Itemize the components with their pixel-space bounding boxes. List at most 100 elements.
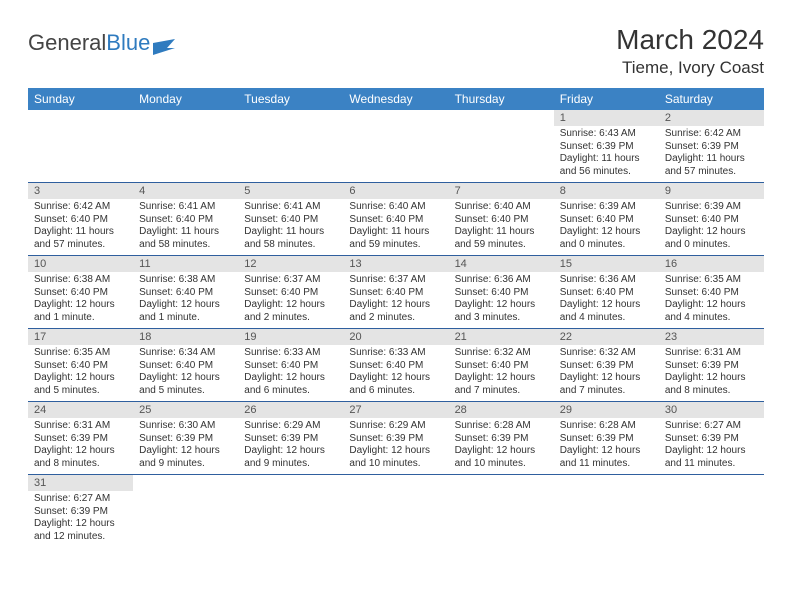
daylight-text: Daylight: 11 hours and 57 minutes. (34, 226, 127, 251)
daylight-text: Daylight: 12 hours and 3 minutes. (455, 299, 548, 324)
sunset-text: Sunset: 6:40 PM (244, 214, 337, 227)
day-number: 9 (659, 183, 764, 199)
sunrise-text: Sunrise: 6:33 AM (349, 347, 442, 360)
daylight-text: Daylight: 12 hours and 8 minutes. (665, 372, 758, 397)
daylight-text: Daylight: 12 hours and 9 minutes. (139, 445, 232, 470)
weekday-header: Tuesday (238, 88, 343, 110)
day-body: Sunrise: 6:40 AMSunset: 6:40 PMDaylight:… (343, 199, 448, 255)
calendar-cell: 21Sunrise: 6:32 AMSunset: 6:40 PMDayligh… (449, 329, 554, 402)
calendar-cell: 23Sunrise: 6:31 AMSunset: 6:39 PMDayligh… (659, 329, 764, 402)
calendar-cell (238, 475, 343, 548)
sunset-text: Sunset: 6:40 PM (349, 214, 442, 227)
day-number: 25 (133, 402, 238, 418)
calendar-cell: 22Sunrise: 6:32 AMSunset: 6:39 PMDayligh… (554, 329, 659, 402)
sunrise-text: Sunrise: 6:32 AM (560, 347, 653, 360)
sunset-text: Sunset: 6:39 PM (560, 141, 653, 154)
daylight-text: Daylight: 11 hours and 58 minutes. (139, 226, 232, 251)
sunrise-text: Sunrise: 6:27 AM (665, 420, 758, 433)
sunset-text: Sunset: 6:40 PM (34, 214, 127, 227)
calendar-cell: 6Sunrise: 6:40 AMSunset: 6:40 PMDaylight… (343, 183, 448, 256)
calendar-cell (343, 475, 448, 548)
calendar-row: 1Sunrise: 6:43 AMSunset: 6:39 PMDaylight… (28, 110, 764, 183)
calendar-cell: 28Sunrise: 6:28 AMSunset: 6:39 PMDayligh… (449, 402, 554, 475)
day-number: 30 (659, 402, 764, 418)
calendar-cell: 9Sunrise: 6:39 AMSunset: 6:40 PMDaylight… (659, 183, 764, 256)
day-body: Sunrise: 6:32 AMSunset: 6:40 PMDaylight:… (449, 345, 554, 401)
weekday-header: Monday (133, 88, 238, 110)
daylight-text: Daylight: 12 hours and 6 minutes. (244, 372, 337, 397)
day-body: Sunrise: 6:39 AMSunset: 6:40 PMDaylight:… (659, 199, 764, 255)
day-body: Sunrise: 6:38 AMSunset: 6:40 PMDaylight:… (133, 272, 238, 328)
day-body: Sunrise: 6:29 AMSunset: 6:39 PMDaylight:… (343, 418, 448, 474)
day-number: 3 (28, 183, 133, 199)
daylight-text: Daylight: 12 hours and 7 minutes. (560, 372, 653, 397)
calendar-cell: 31Sunrise: 6:27 AMSunset: 6:39 PMDayligh… (28, 475, 133, 548)
logo-text-blue: Blue (106, 30, 150, 56)
calendar-cell: 1Sunrise: 6:43 AMSunset: 6:39 PMDaylight… (554, 110, 659, 183)
calendar-cell: 11Sunrise: 6:38 AMSunset: 6:40 PMDayligh… (133, 256, 238, 329)
sunrise-text: Sunrise: 6:36 AM (455, 274, 548, 287)
calendar-cell (659, 475, 764, 548)
day-number: 16 (659, 256, 764, 272)
calendar-cell (343, 110, 448, 183)
calendar-row: 10Sunrise: 6:38 AMSunset: 6:40 PMDayligh… (28, 256, 764, 329)
daylight-text: Daylight: 11 hours and 56 minutes. (560, 153, 653, 178)
day-body: Sunrise: 6:36 AMSunset: 6:40 PMDaylight:… (554, 272, 659, 328)
day-body: Sunrise: 6:37 AMSunset: 6:40 PMDaylight:… (343, 272, 448, 328)
calendar-cell: 12Sunrise: 6:37 AMSunset: 6:40 PMDayligh… (238, 256, 343, 329)
sunset-text: Sunset: 6:40 PM (349, 360, 442, 373)
location: Tieme, Ivory Coast (616, 58, 764, 78)
daylight-text: Daylight: 12 hours and 1 minute. (34, 299, 127, 324)
daylight-text: Daylight: 12 hours and 4 minutes. (665, 299, 758, 324)
sunrise-text: Sunrise: 6:32 AM (455, 347, 548, 360)
day-body: Sunrise: 6:28 AMSunset: 6:39 PMDaylight:… (449, 418, 554, 474)
day-number: 14 (449, 256, 554, 272)
sunset-text: Sunset: 6:39 PM (560, 433, 653, 446)
sunset-text: Sunset: 6:40 PM (560, 287, 653, 300)
sunrise-text: Sunrise: 6:39 AM (665, 201, 758, 214)
header: GeneralBlue March 2024 Tieme, Ivory Coas… (28, 24, 764, 78)
day-body: Sunrise: 6:27 AMSunset: 6:39 PMDaylight:… (659, 418, 764, 474)
calendar-cell: 5Sunrise: 6:41 AMSunset: 6:40 PMDaylight… (238, 183, 343, 256)
sunset-text: Sunset: 6:40 PM (244, 287, 337, 300)
daylight-text: Daylight: 12 hours and 8 minutes. (34, 445, 127, 470)
day-number: 11 (133, 256, 238, 272)
calendar-cell: 8Sunrise: 6:39 AMSunset: 6:40 PMDaylight… (554, 183, 659, 256)
sunset-text: Sunset: 6:40 PM (139, 360, 232, 373)
sunset-text: Sunset: 6:40 PM (665, 287, 758, 300)
calendar-cell: 24Sunrise: 6:31 AMSunset: 6:39 PMDayligh… (28, 402, 133, 475)
calendar-cell: 14Sunrise: 6:36 AMSunset: 6:40 PMDayligh… (449, 256, 554, 329)
calendar-cell: 17Sunrise: 6:35 AMSunset: 6:40 PMDayligh… (28, 329, 133, 402)
daylight-text: Daylight: 12 hours and 2 minutes. (349, 299, 442, 324)
sunset-text: Sunset: 6:40 PM (139, 287, 232, 300)
day-body: Sunrise: 6:38 AMSunset: 6:40 PMDaylight:… (28, 272, 133, 328)
sunrise-text: Sunrise: 6:34 AM (139, 347, 232, 360)
sunrise-text: Sunrise: 6:31 AM (34, 420, 127, 433)
logo-text-general: General (28, 30, 106, 56)
sunrise-text: Sunrise: 6:42 AM (34, 201, 127, 214)
sunrise-text: Sunrise: 6:35 AM (34, 347, 127, 360)
day-body: Sunrise: 6:43 AMSunset: 6:39 PMDaylight:… (554, 126, 659, 182)
day-number: 29 (554, 402, 659, 418)
sunset-text: Sunset: 6:39 PM (665, 360, 758, 373)
calendar-cell: 3 Sunrise: 6:42 AMSunset: 6:40 PMDaylight… (28, 183, 133, 256)
weekday-header: Wednesday (343, 88, 448, 110)
day-body: Sunrise: 6:35 AMSunset: 6:40 PMDaylight:… (659, 272, 764, 328)
daylight-text: Daylight: 12 hours and 6 minutes. (349, 372, 442, 397)
calendar-cell: 16Sunrise: 6:35 AMSunset: 6:40 PMDayligh… (659, 256, 764, 329)
sunrise-text: Sunrise: 6:28 AM (455, 420, 548, 433)
sunset-text: Sunset: 6:39 PM (665, 433, 758, 446)
calendar-row: 17Sunrise: 6:35 AMSunset: 6:40 PMDayligh… (28, 329, 764, 402)
page-title: March 2024 (616, 24, 764, 56)
sunset-text: Sunset: 6:40 PM (455, 214, 548, 227)
sunrise-text: Sunrise: 6:28 AM (560, 420, 653, 433)
calendar-cell: 26Sunrise: 6:29 AMSunset: 6:39 PMDayligh… (238, 402, 343, 475)
daylight-text: Daylight: 12 hours and 0 minutes. (560, 226, 653, 251)
daylight-text: Daylight: 12 hours and 9 minutes. (244, 445, 337, 470)
sunrise-text: Sunrise: 6:36 AM (560, 274, 653, 287)
sunset-text: Sunset: 6:39 PM (244, 433, 337, 446)
day-body: Sunrise: 6:42 AMSunset: 6:39 PMDaylight:… (659, 126, 764, 182)
day-body: Sunrise: 6:32 AMSunset: 6:39 PMDaylight:… (554, 345, 659, 401)
day-number: 23 (659, 329, 764, 345)
sunrise-text: Sunrise: 6:40 AM (455, 201, 548, 214)
